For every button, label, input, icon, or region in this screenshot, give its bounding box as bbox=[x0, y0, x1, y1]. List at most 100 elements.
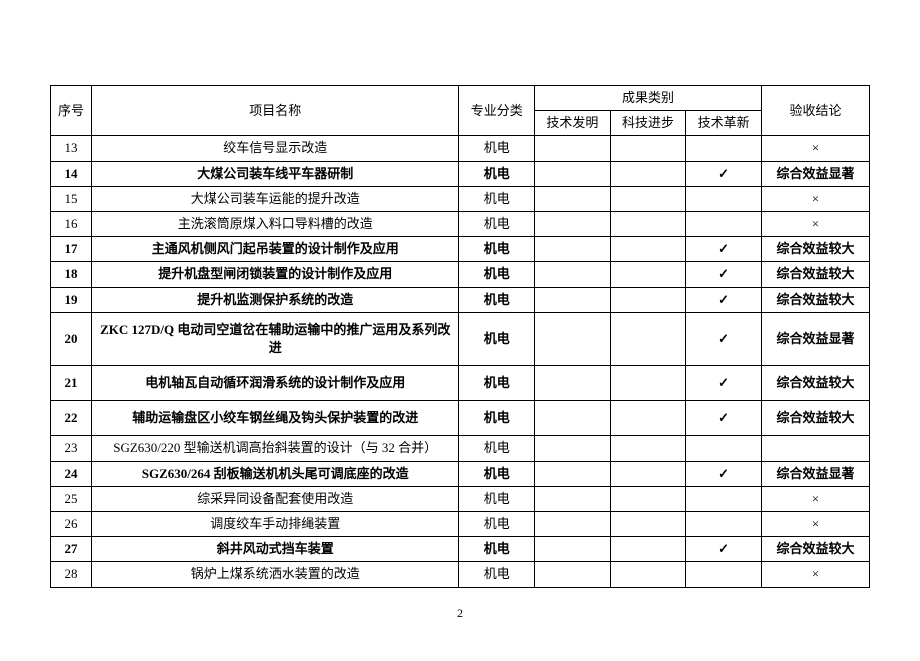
cell-conclusion: 综合效益较大 bbox=[761, 366, 869, 401]
cell-result3: ✓ bbox=[686, 537, 762, 562]
cell-result2 bbox=[610, 436, 686, 461]
cell-seq: 18 bbox=[51, 262, 92, 287]
header-seq: 序号 bbox=[51, 86, 92, 136]
cell-name: 提升机盘型闸闭锁装置的设计制作及应用 bbox=[92, 262, 459, 287]
table-row: 18提升机盘型闸闭锁装置的设计制作及应用机电 ✓综合效益较大 bbox=[51, 262, 870, 287]
cell-conclusion: × bbox=[761, 186, 869, 211]
table-row: 22辅助运输盘区小绞车钢丝绳及钩头保护装置的改进机电✓综合效益较大 bbox=[51, 401, 870, 436]
header-result3: 技术革新 bbox=[686, 111, 762, 136]
cell-conclusion: 综合效益较大 bbox=[761, 262, 869, 287]
cell-result1 bbox=[535, 262, 611, 287]
cell-result1 bbox=[535, 486, 611, 511]
cell-conclusion: 综合效益显著 bbox=[761, 461, 869, 486]
cell-result1 bbox=[535, 461, 611, 486]
cell-seq: 16 bbox=[51, 211, 92, 236]
header-result1: 技术发明 bbox=[535, 111, 611, 136]
cell-name: 辅助运输盘区小绞车钢丝绳及钩头保护装置的改进 bbox=[92, 401, 459, 436]
table-row: 28锅炉上煤系统洒水装置的改造机电× bbox=[51, 562, 870, 587]
cell-seq: 15 bbox=[51, 186, 92, 211]
cell-result3 bbox=[686, 486, 762, 511]
cell-result3: ✓ bbox=[686, 262, 762, 287]
cell-category: 机电 bbox=[459, 211, 535, 236]
cell-seq: 27 bbox=[51, 537, 92, 562]
cell-name: ZKC 127D/Q 电动司空道岔在辅助运输中的推广运用及系列改进 bbox=[92, 312, 459, 365]
cell-result3 bbox=[686, 562, 762, 587]
cell-result1 bbox=[535, 312, 611, 365]
cell-conclusion: 综合效益较大 bbox=[761, 537, 869, 562]
cell-result2 bbox=[610, 161, 686, 186]
cell-result2 bbox=[610, 287, 686, 312]
table-row: 21电机轴瓦自动循环润滑系统的设计制作及应用机电✓综合效益较大 bbox=[51, 366, 870, 401]
data-table: 序号 项目名称 专业分类 成果类别 验收结论 技术发明 科技进步 技术革新 13… bbox=[50, 85, 870, 588]
header-conclusion: 验收结论 bbox=[761, 86, 869, 136]
cell-category: 机电 bbox=[459, 461, 535, 486]
cell-result2 bbox=[610, 562, 686, 587]
cell-name: 调度绞车手动排绳装置 bbox=[92, 512, 459, 537]
header-category: 专业分类 bbox=[459, 86, 535, 136]
cell-result1 bbox=[535, 237, 611, 262]
cell-name: 锅炉上煤系统洒水装置的改造 bbox=[92, 562, 459, 587]
cell-seq: 17 bbox=[51, 237, 92, 262]
table-row: 16主洗滚筒原煤入料口导料槽的改造机电 × bbox=[51, 211, 870, 236]
cell-result3 bbox=[686, 136, 762, 161]
table-row: 15大煤公司装车运能的提升改造机电× bbox=[51, 186, 870, 211]
cell-conclusion: × bbox=[761, 562, 869, 587]
cell-result3 bbox=[686, 512, 762, 537]
cell-seq: 13 bbox=[51, 136, 92, 161]
cell-conclusion bbox=[761, 436, 869, 461]
table-row: 27斜井风动式挡车装置机电✓综合效益较大 bbox=[51, 537, 870, 562]
cell-seq: 25 bbox=[51, 486, 92, 511]
header-name: 项目名称 bbox=[92, 86, 459, 136]
cell-name: 电机轴瓦自动循环润滑系统的设计制作及应用 bbox=[92, 366, 459, 401]
cell-category: 机电 bbox=[459, 436, 535, 461]
cell-conclusion: 综合效益较大 bbox=[761, 287, 869, 312]
table-row: 19提升机监测保护系统的改造机电✓综合效益较大 bbox=[51, 287, 870, 312]
page-number: 2 bbox=[50, 606, 870, 621]
cell-result3: ✓ bbox=[686, 401, 762, 436]
cell-seq: 23 bbox=[51, 436, 92, 461]
table-row: 25综采异同设备配套使用改造机电× bbox=[51, 486, 870, 511]
cell-name: 提升机监测保护系统的改造 bbox=[92, 287, 459, 312]
cell-category: 机电 bbox=[459, 136, 535, 161]
cell-name: 绞车信号显示改造 bbox=[92, 136, 459, 161]
cell-seq: 26 bbox=[51, 512, 92, 537]
cell-result2 bbox=[610, 262, 686, 287]
cell-seq: 20 bbox=[51, 312, 92, 365]
cell-category: 机电 bbox=[459, 161, 535, 186]
cell-conclusion: 综合效益显著 bbox=[761, 161, 869, 186]
cell-result2 bbox=[610, 486, 686, 511]
header-result-group: 成果类别 bbox=[535, 86, 762, 111]
cell-category: 机电 bbox=[459, 186, 535, 211]
cell-seq: 19 bbox=[51, 287, 92, 312]
cell-conclusion: × bbox=[761, 486, 869, 511]
cell-seq: 28 bbox=[51, 562, 92, 587]
cell-name: 大煤公司装车线平车器研制 bbox=[92, 161, 459, 186]
cell-result1 bbox=[535, 136, 611, 161]
cell-seq: 24 bbox=[51, 461, 92, 486]
cell-category: 机电 bbox=[459, 366, 535, 401]
cell-name: 斜井风动式挡车装置 bbox=[92, 537, 459, 562]
cell-result3: ✓ bbox=[686, 161, 762, 186]
cell-conclusion: 综合效益显著 bbox=[761, 312, 869, 365]
cell-category: 机电 bbox=[459, 287, 535, 312]
cell-conclusion: × bbox=[761, 211, 869, 236]
cell-result1 bbox=[535, 436, 611, 461]
cell-result1 bbox=[535, 211, 611, 236]
cell-name: 主洗滚筒原煤入料口导料槽的改造 bbox=[92, 211, 459, 236]
cell-result3 bbox=[686, 436, 762, 461]
cell-category: 机电 bbox=[459, 401, 535, 436]
cell-result1 bbox=[535, 562, 611, 587]
cell-result1 bbox=[535, 287, 611, 312]
cell-result3: ✓ bbox=[686, 312, 762, 365]
cell-result2 bbox=[610, 211, 686, 236]
cell-conclusion: × bbox=[761, 512, 869, 537]
cell-conclusion: 综合效益较大 bbox=[761, 401, 869, 436]
table-body: 13绞车信号显示改造机电×14大煤公司装车线平车器研制机电✓综合效益显著15大煤… bbox=[51, 136, 870, 587]
table-row: 14大煤公司装车线平车器研制机电✓综合效益显著 bbox=[51, 161, 870, 186]
cell-conclusion: 综合效益较大 bbox=[761, 237, 869, 262]
cell-name: SGZ630/264 刮板输送机机头尾可调底座的改造 bbox=[92, 461, 459, 486]
cell-seq: 21 bbox=[51, 366, 92, 401]
table-row: 17主通风机侧风门起吊装置的设计制作及应用机电✓综合效益较大 bbox=[51, 237, 870, 262]
cell-result2 bbox=[610, 186, 686, 211]
cell-category: 机电 bbox=[459, 262, 535, 287]
